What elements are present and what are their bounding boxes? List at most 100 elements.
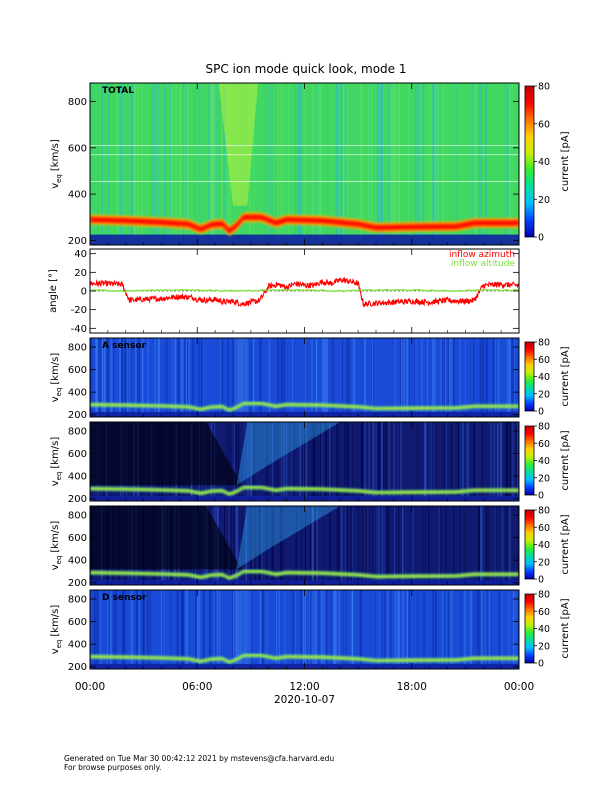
noise-streak bbox=[153, 83, 156, 245]
noise-streak bbox=[436, 422, 437, 501]
noise-streak bbox=[146, 590, 148, 669]
bright-column bbox=[234, 338, 249, 417]
colorbar-tick-label: 60 bbox=[538, 119, 550, 130]
noise-streak bbox=[365, 422, 367, 501]
noise-streak bbox=[291, 422, 293, 501]
noise-streak bbox=[357, 506, 360, 585]
noise-streak bbox=[278, 590, 280, 669]
noise-streak bbox=[305, 338, 308, 417]
colorbar-tick-label: 0 bbox=[538, 575, 544, 586]
noise-streak bbox=[404, 506, 406, 585]
y-tick-label: 600 bbox=[68, 617, 87, 628]
y-tick-label: 400 bbox=[68, 388, 87, 399]
noise-streak bbox=[165, 338, 167, 417]
y-tick-label: 600 bbox=[68, 533, 87, 544]
noise-streak bbox=[375, 422, 377, 501]
noise-streak bbox=[213, 83, 215, 245]
noise-streak bbox=[450, 590, 453, 669]
noise-streak bbox=[479, 338, 482, 417]
colorbar-tick-label: 40 bbox=[538, 624, 550, 635]
noise-streak bbox=[315, 590, 318, 669]
noise-streak bbox=[311, 422, 314, 501]
noise-streak bbox=[372, 506, 374, 585]
noise-streak bbox=[185, 83, 187, 245]
noise-streak bbox=[169, 590, 172, 669]
noise-streak bbox=[121, 590, 124, 669]
noise-streak bbox=[280, 506, 282, 585]
noise-streak bbox=[371, 338, 374, 417]
noise-streak bbox=[101, 338, 103, 417]
noise-streak bbox=[364, 338, 367, 417]
noise-streak bbox=[276, 590, 277, 669]
noise-streak bbox=[320, 590, 323, 669]
noise-streak bbox=[384, 590, 386, 669]
noise-streak bbox=[434, 338, 436, 417]
noise-streak bbox=[447, 590, 450, 669]
noise-streak bbox=[347, 422, 349, 501]
panel-label: TOTAL bbox=[102, 86, 134, 96]
noise-streak bbox=[495, 506, 497, 585]
noise-streak bbox=[473, 422, 476, 501]
noise-streak bbox=[294, 590, 295, 669]
noise-streak bbox=[302, 422, 304, 501]
noise-streak bbox=[509, 422, 512, 501]
noise-streak bbox=[444, 590, 447, 669]
noise-streak bbox=[147, 338, 149, 417]
noise-streak bbox=[443, 422, 445, 501]
noise-streak bbox=[304, 590, 307, 669]
spectrogram-panel: 200 400 600 800 veq[km/s] 0 20 40 60 80 current [p… bbox=[50, 421, 571, 505]
noise-streak bbox=[283, 422, 285, 501]
noise-streak bbox=[493, 338, 495, 417]
noise-streak bbox=[245, 506, 247, 585]
panel-label: A sensor bbox=[102, 341, 147, 351]
noise-streak bbox=[213, 83, 216, 245]
noise-streak bbox=[136, 590, 138, 669]
noise-streak bbox=[330, 422, 332, 501]
noise-streak bbox=[479, 590, 482, 669]
y-tick-label: 800 bbox=[68, 97, 87, 108]
noise-streak bbox=[253, 506, 254, 585]
noise-streak bbox=[371, 83, 373, 245]
noise-streak bbox=[299, 422, 302, 501]
noise-streak bbox=[197, 590, 199, 669]
noise-streak bbox=[309, 506, 312, 585]
noise-streak bbox=[260, 590, 262, 669]
noise-streak bbox=[140, 83, 143, 245]
noise-streak bbox=[218, 83, 220, 245]
noise-streak bbox=[406, 590, 409, 669]
noise-streak bbox=[271, 506, 274, 585]
noise-streak bbox=[288, 83, 290, 245]
noise-streak bbox=[95, 338, 97, 417]
noise-streak bbox=[170, 338, 172, 417]
noise-streak bbox=[377, 422, 380, 501]
noise-streak bbox=[292, 422, 295, 501]
noise-streak bbox=[120, 83, 121, 245]
y-tick-label: 200 bbox=[68, 662, 87, 673]
noise-streak bbox=[122, 338, 123, 417]
noise-streak bbox=[198, 83, 201, 245]
noise-streak bbox=[124, 338, 127, 417]
noise-streak bbox=[304, 422, 307, 501]
noise-streak bbox=[142, 590, 145, 669]
noise-streak bbox=[332, 338, 333, 417]
noise-streak bbox=[255, 422, 257, 501]
noise-streak bbox=[326, 590, 328, 669]
noise-streak bbox=[445, 506, 447, 585]
y-axis-label: veq[km/s] bbox=[50, 605, 63, 655]
noise-streak bbox=[198, 83, 199, 245]
spectrogram-panel: D sensor 200 400 600 800 veq[km/s] 0 20 40 60 80 cu… bbox=[50, 589, 571, 673]
noise-streak bbox=[506, 338, 509, 417]
noise-streak bbox=[325, 422, 327, 501]
noise-streak bbox=[460, 590, 462, 669]
noise-streak bbox=[416, 422, 418, 501]
noise-streak bbox=[112, 338, 115, 417]
noise-streak bbox=[282, 422, 284, 501]
noise-streak bbox=[368, 83, 370, 245]
noise-streak bbox=[230, 506, 232, 585]
noise-streak bbox=[233, 338, 235, 417]
proton-band-core bbox=[90, 570, 519, 580]
noise-streak bbox=[246, 506, 247, 585]
noise-streak bbox=[303, 422, 305, 501]
noise-streak bbox=[320, 422, 322, 501]
